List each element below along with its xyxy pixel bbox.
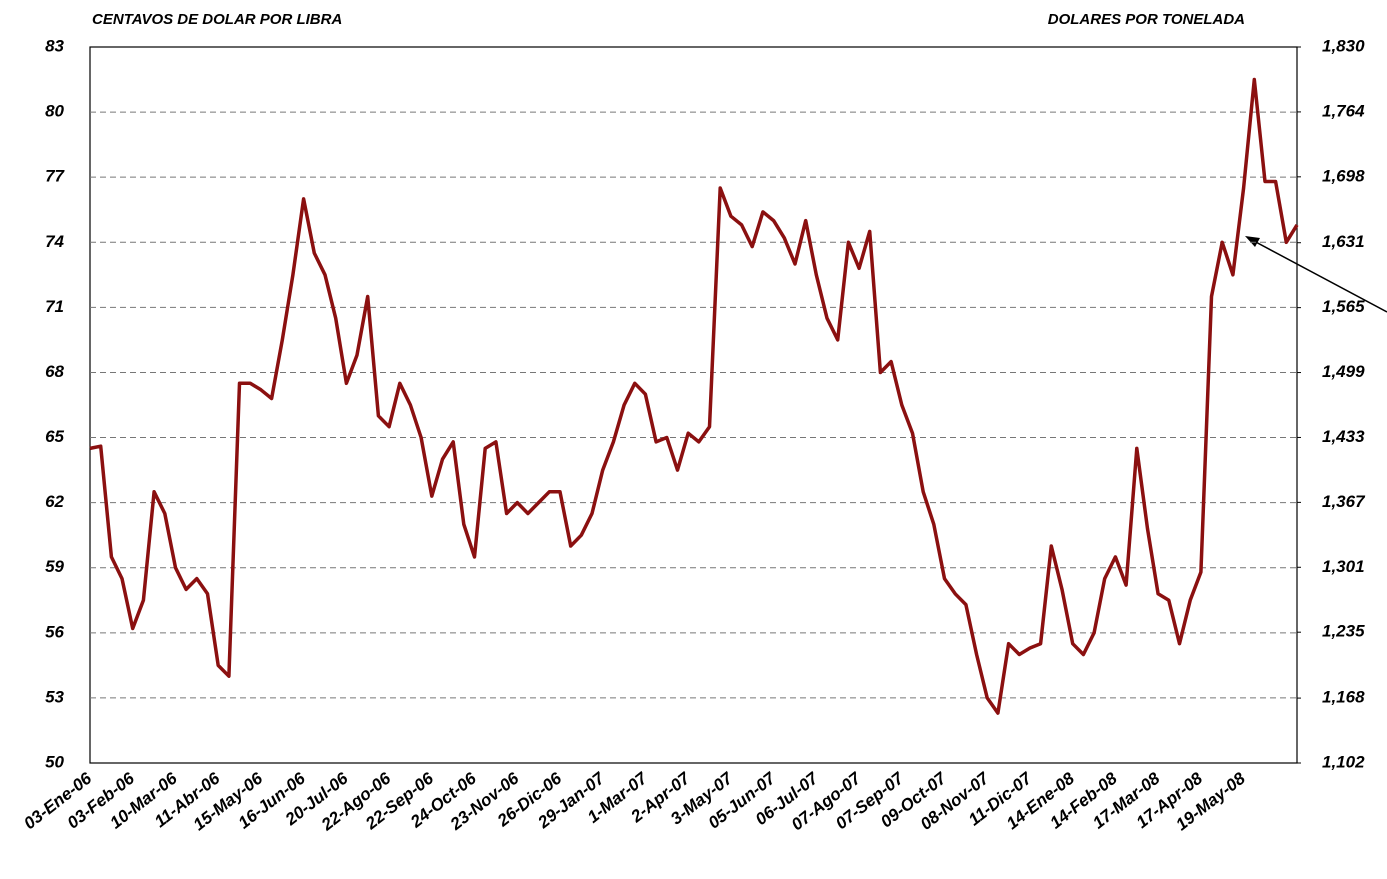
y2-tick-label: 1,367: [1322, 492, 1366, 511]
y2-tick-label: 1,433: [1322, 427, 1365, 446]
y-tick-label: 56: [45, 622, 64, 641]
y2-tick-label: 1,499: [1322, 362, 1365, 381]
y-tick-label: 50: [45, 752, 64, 771]
y2-tick-label: 1,102: [1322, 752, 1365, 771]
y-tick-label: 65: [45, 427, 64, 446]
y-tick-label: 62: [45, 492, 64, 511]
price-line: [89, 77, 1299, 715]
y2-tick-label: 1,764: [1322, 101, 1365, 120]
y2-tick-label: 1,830: [1322, 36, 1365, 55]
y-tick-label: 68: [45, 362, 64, 381]
y-tick-label: 74: [45, 232, 64, 251]
y-tick-label: 71: [45, 297, 64, 316]
y-axis-title: CENTAVOS DE DOLAR POR LIBRA: [92, 11, 342, 28]
annotation-arrow: [1245, 236, 1387, 313]
y-tick-label: 83: [45, 36, 64, 55]
y2-axis-title: DOLARES POR TONELADA: [1048, 11, 1245, 28]
y2-tick-label: 1,301: [1322, 557, 1365, 576]
y2-tick-label: 1,631: [1322, 232, 1365, 251]
y2-tick-label: 1,698: [1322, 166, 1365, 185]
y-tick-label: 80: [45, 102, 64, 121]
y2-tick-label: 1,235: [1322, 622, 1365, 641]
y-tick-label: 59: [45, 557, 64, 576]
y2-tick-label: 1,168: [1322, 688, 1365, 707]
y2-tick-label: 1,565: [1322, 297, 1365, 316]
y-tick-label: 53: [45, 687, 64, 706]
y-tick-label: 77: [45, 167, 65, 186]
plot-frame: [89, 46, 1298, 764]
